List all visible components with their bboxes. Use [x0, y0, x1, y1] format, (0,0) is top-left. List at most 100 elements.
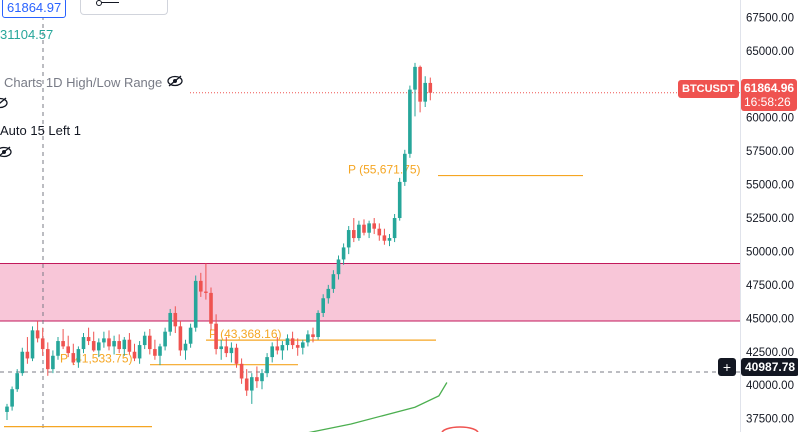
candle-body — [316, 312, 320, 338]
indicator-label-auto[interactable]: Auto 15 Left 1 — [0, 123, 81, 138]
candle-body — [86, 337, 91, 342]
candle-body — [122, 339, 127, 350]
line-tool-icon — [99, 2, 119, 3]
candle-body — [362, 224, 366, 233]
add-alert-button[interactable]: + — [718, 358, 736, 376]
candle-body — [321, 298, 325, 313]
candle-body — [408, 89, 412, 154]
candle-body — [341, 247, 346, 260]
candle-body — [331, 274, 336, 289]
candle-body — [127, 339, 132, 352]
zone-rect — [0, 263, 740, 321]
candle-body — [346, 230, 351, 248]
candle-body — [132, 351, 137, 359]
eye-crossed-icon-partial[interactable] — [0, 97, 8, 109]
price-axis-tick-label: 67500.00 — [746, 12, 794, 24]
candle-body — [224, 346, 229, 354]
price-axis-tick-label: 50000.00 — [746, 246, 794, 258]
candle-body — [413, 66, 417, 90]
candle-body — [265, 357, 269, 374]
price-axis-tick-label: 47500.00 — [746, 280, 794, 292]
candle-body — [382, 235, 387, 241]
candle-body — [56, 341, 60, 356]
candle-body — [392, 218, 397, 239]
candle-body — [295, 345, 300, 348]
candle-body — [260, 373, 264, 382]
candle-body — [326, 288, 331, 299]
candle-body — [199, 280, 203, 292]
candle-body — [193, 280, 198, 328]
candle-body — [250, 377, 254, 391]
candle-body — [183, 343, 188, 351]
candle-body — [275, 346, 280, 351]
candle-body — [148, 335, 152, 350]
candle-body — [107, 338, 111, 347]
candle-body — [61, 341, 65, 347]
candle-body — [397, 181, 402, 219]
candle-body — [91, 341, 96, 351]
price-axis-tick-label: 52500.00 — [746, 213, 794, 225]
candle-body — [163, 331, 167, 347]
candle-body — [270, 346, 274, 358]
price-axis-ticks: 67500.0065000.0062500.0060000.0057500.00… — [746, 12, 794, 426]
candle-body — [15, 373, 19, 390]
toolbar-stub[interactable]: ‖ — [80, 0, 168, 15]
candle-body — [209, 292, 213, 324]
candle-body — [403, 153, 407, 182]
candle-body — [214, 323, 218, 350]
last-price-box: 61864.97 — [2, 0, 67, 18]
candle-body — [280, 345, 285, 351]
price-axis-tick-label: 57500.00 — [746, 146, 794, 158]
indicator-label-highlow[interactable]: Charts 1D High/Low Range — [4, 75, 163, 90]
candle-body — [204, 291, 208, 293]
candle-body — [142, 335, 147, 346]
candle-body — [352, 230, 356, 239]
candle-body — [178, 326, 183, 351]
candle-body — [311, 334, 315, 338]
price-axis-tick-label: 65000.00 — [746, 46, 794, 58]
candle-body — [234, 347, 239, 364]
price-axis-tick-label: 55000.00 — [746, 180, 794, 192]
eye-crossed-icon[interactable] — [0, 146, 12, 158]
candle-body — [290, 338, 295, 346]
candle-body — [418, 66, 422, 102]
candle-body — [137, 345, 142, 359]
candle-body — [10, 389, 14, 407]
eye-crossed-icon[interactable] — [167, 75, 183, 87]
pivot-label: P (41,533.75) — [60, 352, 133, 366]
candle-body — [357, 224, 361, 239]
candle-body — [372, 223, 376, 229]
candle-body — [219, 346, 223, 350]
candle-body — [117, 341, 121, 350]
ma-line — [308, 382, 448, 432]
candle-body — [112, 341, 116, 347]
candle-body — [244, 378, 249, 391]
candle-body — [336, 259, 341, 275]
price-axis-tick-label: 42500.00 — [746, 347, 794, 359]
candle-body — [255, 377, 259, 382]
candle-body — [229, 347, 234, 354]
candle-body — [81, 337, 86, 350]
price-axis-tick-label: 37500.00 — [746, 414, 794, 426]
candle-body — [46, 349, 50, 370]
candle-body — [76, 349, 81, 363]
candle-body — [71, 353, 76, 363]
candle-body — [40, 338, 45, 350]
candle-body — [367, 223, 371, 233]
candle-body — [428, 82, 433, 93]
candle-body — [20, 351, 25, 374]
candle-body — [51, 355, 55, 370]
candle-body — [188, 327, 193, 344]
candle-body — [306, 334, 310, 343]
line-tool-dot — [96, 0, 102, 6]
candle-body — [97, 342, 101, 351]
last-price-badge: 61864.96 16:58:26 — [741, 79, 798, 111]
candle-body — [387, 238, 392, 241]
last-price-value: 61864.97 — [7, 0, 62, 15]
pivot-label: P (43,368.16) — [209, 327, 282, 341]
pivot-label: P (55,671.75) — [348, 163, 421, 177]
candle-body — [66, 346, 70, 354]
price-axis-tick-label: 40000.00 — [746, 380, 794, 392]
candle-body — [173, 312, 178, 327]
